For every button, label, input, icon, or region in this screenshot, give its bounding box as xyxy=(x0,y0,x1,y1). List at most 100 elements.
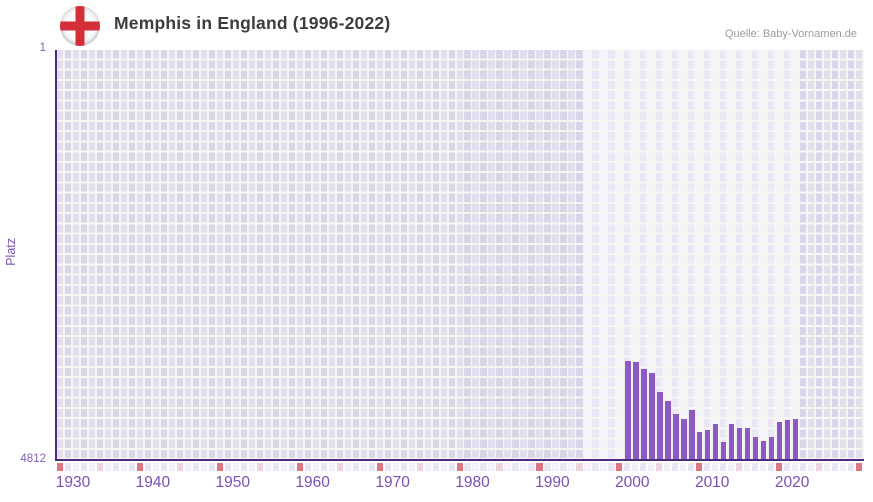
timeline-strip-cell-1947 xyxy=(208,463,215,471)
bar-2001[interactable] xyxy=(640,369,647,460)
bar-2020[interactable] xyxy=(792,418,799,460)
timeline-strip-cell-1984 xyxy=(504,463,511,471)
y-axis-min-label: 4812 xyxy=(20,453,46,465)
timeline-strip-cell-1965 xyxy=(352,463,359,471)
timeline-strip-cell-1982 xyxy=(488,463,495,471)
timeline-strip-cell-1944 xyxy=(184,463,192,471)
timeline-strip-cell-1953 xyxy=(256,463,263,471)
timeline-strip-cell-1983 xyxy=(496,463,503,471)
timeline-strip-cell-2007 xyxy=(688,463,695,471)
x-tick-label-1950: 1950 xyxy=(215,474,251,491)
timeline-strip-cell-2011 xyxy=(720,463,727,471)
timeline-strip-cell-2025 xyxy=(832,463,839,471)
timeline-strip-cell-1937 xyxy=(128,463,136,471)
bar-1999[interactable] xyxy=(624,360,631,460)
bar-2004[interactable] xyxy=(664,401,671,460)
timeline-strip-cell-2016 xyxy=(760,463,767,471)
timeline-strip-cell-1940 xyxy=(152,463,160,471)
timeline-strip-cell-1973 xyxy=(416,463,423,471)
bar-2012[interactable] xyxy=(728,424,735,460)
x-axis-tick-labels: 1930 1940 1950 1960 1970 1980 1990 2000 2010 2020 xyxy=(56,474,864,496)
timeline-strip-cell-1963 xyxy=(336,463,343,471)
timeline-strip-cell-1974 xyxy=(424,463,431,471)
timeline-strip-cell-1972 xyxy=(408,463,415,471)
timeline-strip-cell-1957 xyxy=(288,463,295,471)
timeline-strip-cell-1951 xyxy=(240,463,247,471)
bar-2017[interactable] xyxy=(768,436,775,460)
timeline-strip-cell-1981 xyxy=(480,463,487,471)
timeline-strip-cell-1993 xyxy=(576,463,583,471)
timeline-strip-cell-1967 xyxy=(368,463,375,471)
timeline-strip-cell-1961 xyxy=(320,463,327,471)
x-tick-label-2010: 2010 xyxy=(694,474,730,491)
bar-2009[interactable] xyxy=(704,430,711,460)
timeline-strip-cell-2014 xyxy=(744,463,751,471)
timeline-strip-cell-2028 xyxy=(856,463,863,471)
timeline-strip-cell-1978 xyxy=(456,463,463,471)
bar-2010[interactable] xyxy=(712,424,719,460)
timeline-strip-cell-1958 xyxy=(296,463,303,471)
x-tick-label-1960: 1960 xyxy=(295,474,330,491)
bar-2011[interactable] xyxy=(720,441,727,460)
bar-2019[interactable] xyxy=(784,419,791,460)
timeline-strip-cell-1997 xyxy=(608,463,615,471)
timeline-strip-cell-1950 xyxy=(232,463,239,471)
timeline-strip-cell-1977 xyxy=(448,463,455,471)
x-tick-label-2000: 2000 xyxy=(615,474,650,491)
timeline-strip-cell-1971 xyxy=(400,463,407,471)
timeline-strip-cell-2001 xyxy=(640,463,647,471)
timeline-strip-cell-1930 xyxy=(72,463,80,471)
timeline-strip-cell-1934 xyxy=(104,463,112,471)
timeline-strip-cell-2024 xyxy=(824,463,831,471)
timeline-strip-cell-1959 xyxy=(304,463,311,471)
timeline-strip-cell-2017 xyxy=(768,463,775,471)
timeline-strip-cell-1939 xyxy=(144,463,152,471)
timeline-strip-cell-2006 xyxy=(680,463,687,471)
bar-2018[interactable] xyxy=(776,421,783,460)
timeline-strip-cell-1949 xyxy=(224,463,231,471)
timeline-strip-cell-1928 xyxy=(57,463,64,471)
timeline-strip-cell-1938 xyxy=(136,463,144,471)
timeline-strip-cell-2012 xyxy=(728,463,735,471)
bar-2003[interactable] xyxy=(656,392,663,460)
timeline-strip-cell-2019 xyxy=(784,463,791,471)
timeline-strip-cell-2003 xyxy=(656,463,663,471)
plot-area xyxy=(57,50,864,460)
timeline-strip-cell-2004 xyxy=(664,463,671,471)
timeline-strip-cell-2010 xyxy=(712,463,719,471)
timeline-strip-cell-2022 xyxy=(808,463,815,471)
timeline-strip-cell-1932 xyxy=(88,463,96,471)
timeline-strip-cell-1970 xyxy=(392,463,399,471)
timeline-strip-cell-1989 xyxy=(544,463,551,471)
y-axis-title: Platz xyxy=(4,238,18,266)
x-tick-label-1940: 1940 xyxy=(135,474,171,491)
timeline-strip-cell-1979 xyxy=(464,463,471,471)
timeline-strip-cell-1935 xyxy=(112,463,120,471)
x-tick-label-1990: 1990 xyxy=(535,474,570,491)
timeline-strip-cell-1994 xyxy=(584,463,591,471)
bar-2007[interactable] xyxy=(688,409,695,460)
timeline-strip-cell-1995 xyxy=(592,463,599,471)
england-flag-icon xyxy=(60,6,100,46)
bar-2005[interactable] xyxy=(672,413,679,460)
timeline-strip-cell-2020 xyxy=(792,463,799,471)
x-tick-label-1980: 1980 xyxy=(455,474,490,491)
timeline-strip-cell-2002 xyxy=(648,463,655,471)
timeline-strip-cell-2021 xyxy=(800,463,807,471)
timeline-strip-cell-2009 xyxy=(704,463,711,471)
bar-2000[interactable] xyxy=(632,361,639,460)
bar-2014[interactable] xyxy=(744,427,751,460)
bar-2015[interactable] xyxy=(752,436,759,460)
bar-2016[interactable] xyxy=(760,441,767,460)
bar-2013[interactable] xyxy=(736,427,743,460)
timeline-strip xyxy=(57,463,864,471)
bar-2006[interactable] xyxy=(680,418,687,460)
timeline-strip-cell-1948 xyxy=(216,463,223,471)
x-tick-label-1970: 1970 xyxy=(375,474,410,491)
timeline-strip-cell-1960 xyxy=(312,463,319,471)
timeline-strip-cell-2008 xyxy=(696,463,703,471)
bar-2002[interactable] xyxy=(648,372,655,460)
bar-2008[interactable] xyxy=(696,432,703,460)
timeline-strip-cell-2027 xyxy=(848,463,855,471)
